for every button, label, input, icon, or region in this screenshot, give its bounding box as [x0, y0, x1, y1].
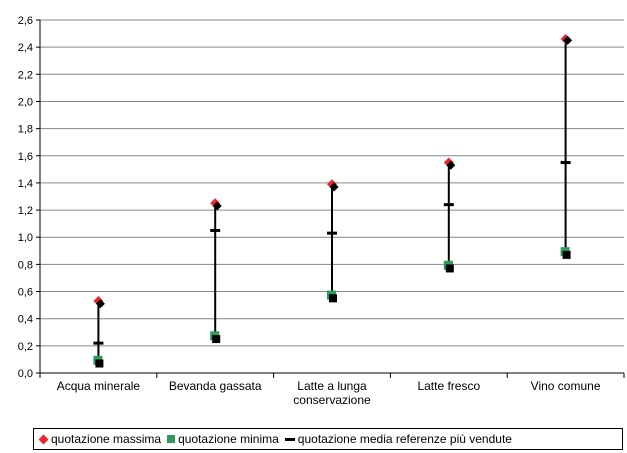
y-tick-label: 2,2: [18, 69, 33, 81]
legend-label-min: quotazione minima: [178, 432, 279, 446]
x-tick-label: Bevanda gassata: [169, 379, 262, 393]
low-marker: [562, 250, 571, 259]
high-marker: [446, 160, 456, 170]
legend-item-avg: quotazione media referenze più vendute: [284, 432, 512, 446]
low-marker: [329, 294, 337, 303]
y-tick-label: 0,2: [18, 341, 33, 353]
legend-item-max: quotazione massima: [38, 432, 161, 446]
y-tick-label: 0,0: [18, 368, 33, 380]
legend-label-max: quotazione massima: [51, 432, 162, 446]
y-tick-label: 1,2: [18, 205, 33, 217]
y-tick-label: 0,4: [18, 314, 33, 326]
green-square-icon: [167, 435, 176, 443]
x-tick-label: Latte fresco: [417, 379, 480, 393]
y-tick-label: 2,4: [18, 42, 33, 54]
y-tick-label: 1,8: [18, 124, 33, 136]
high-marker: [95, 299, 105, 309]
x-tick-label: Vino comune: [531, 379, 601, 393]
low-marker: [212, 335, 221, 344]
legend-label-avg: quotazione media referenze più vendute: [297, 432, 512, 446]
y-tick-label: 1,4: [18, 178, 33, 190]
avg-point: [560, 161, 571, 165]
black-dash-icon: [284, 437, 295, 441]
red-diamond-icon: [38, 434, 49, 444]
high-marker: [329, 182, 339, 192]
high-marker: [563, 35, 573, 45]
y-tick-label: 0,6: [18, 287, 33, 299]
x-tick-label: Acqua minerale: [57, 379, 141, 393]
avg-point: [210, 228, 221, 232]
low-marker: [95, 359, 104, 368]
avg-point: [327, 231, 337, 235]
avg-point: [93, 341, 104, 345]
chart: 0,0 0,2 0,4 0,6 0,8 1,0 1,2 1,4 1,6 1,8 2,0 2,2 2,4 2…: [18, 15, 625, 407]
low-marker: [445, 264, 454, 273]
legend: quotazione massima quotazione minima quo…: [33, 428, 623, 450]
y-tick-label: 2,0: [18, 96, 33, 108]
avg-point: [443, 203, 454, 207]
high-marker: [212, 201, 222, 211]
y-tick-label: 1,0: [18, 232, 33, 244]
x-tick-label: Latte a lunga conservazione: [293, 379, 371, 407]
y-tick-label: 0,8: [18, 259, 33, 271]
y-tick-label: 2,6: [18, 15, 33, 27]
y-tick-label: 1,6: [18, 151, 33, 163]
legend-item-min: quotazione minima: [167, 432, 279, 446]
